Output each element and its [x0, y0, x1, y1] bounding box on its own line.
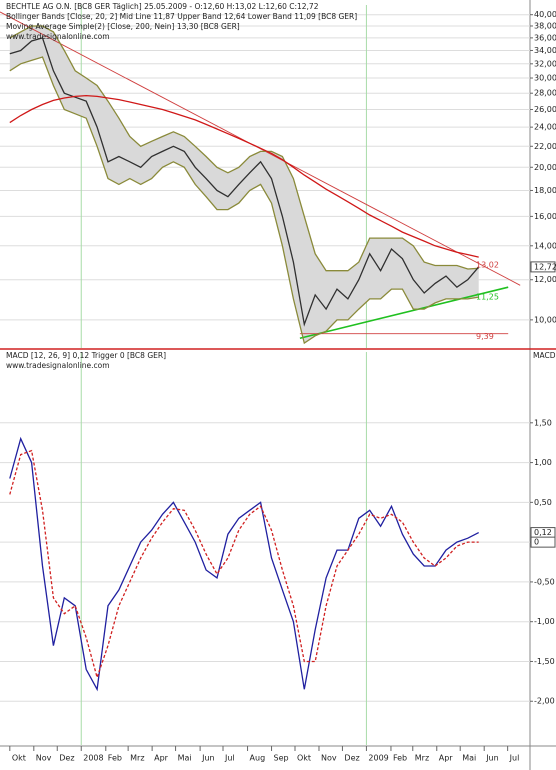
y-tick-label: 0,50 [534, 498, 552, 507]
y-tick-label: 1,50 [534, 418, 552, 427]
x-tick-label: Mai [178, 754, 192, 763]
x-tick-label: Aug [250, 754, 266, 763]
annotation: 13,02 [476, 260, 499, 269]
last-value-label: 0,12 [534, 528, 552, 537]
y-tick-label: 24,00 [534, 123, 556, 132]
last-value-label: 12,72 [534, 262, 556, 271]
x-tick-label: Jun [485, 754, 499, 763]
y-tick-label: 30,00 [534, 74, 556, 83]
y-tick-label: 18,00 [534, 186, 556, 195]
x-tick-label: Nov [321, 754, 337, 763]
trend-line [299, 286, 509, 339]
y-tick-label: -2,00 [534, 697, 555, 706]
macd-subtitle: www.tradesignalonline.com [6, 361, 110, 370]
y-tick-label: 26,00 [534, 105, 556, 114]
x-tick-label: Jul [224, 754, 235, 763]
x-tick-label: Dez [59, 754, 74, 763]
x-tick-label: Okt [12, 754, 26, 763]
annotation: 11,25 [476, 292, 499, 301]
price-subtitle: Moving Average Simple(2) [Close, 200, Ne… [6, 22, 240, 31]
series-line [9, 436, 479, 692]
y-tick-label: 22,00 [534, 142, 556, 151]
price-subtitle: www.tradesignalonline.com [6, 32, 110, 41]
y-tick-label: 16,00 [534, 212, 556, 221]
x-tick-label: Mrz [130, 754, 144, 763]
x-tick-label: Sep [274, 754, 289, 763]
series-line [9, 37, 480, 327]
macd-title: MACD [12, 26, 9] 0,12 Trigger 0 [BC8 GER… [6, 351, 166, 360]
y-tick-label: 32,00 [534, 59, 556, 68]
price-title: BECHTLE AG O.N. [BC8 GER Täglich] 25.05.… [6, 2, 319, 11]
x-tick-label: 2008 [83, 754, 103, 763]
x-tick-label: Jun [201, 754, 215, 763]
y-tick-label: 36,00 [534, 33, 556, 42]
y-tick-label: 1,00 [534, 458, 552, 467]
plot-layer: 10,00 12,00 14,00 16,00 18,00 20,00 22,00 24,00… [0, 5, 556, 763]
y-tick-label: 40,00 [534, 10, 556, 19]
x-tick-label: Feb [108, 754, 122, 763]
x-tick-label: Nov [36, 754, 52, 763]
series-line [9, 25, 479, 272]
x-tick-label: Apr [154, 754, 169, 763]
x-tick-label: 2009 [368, 754, 388, 763]
price-subtitle: Bollinger Bands [Close, 20, 2] Mid Line … [6, 12, 357, 21]
x-tick-label: Okt [297, 754, 311, 763]
x-tick-label: Feb [393, 754, 407, 763]
series-line [9, 449, 479, 680]
x-tick-label: Mrz [415, 754, 429, 763]
y-tick-label: 38,00 [534, 21, 556, 30]
y-tick-label: -1,50 [534, 657, 555, 666]
x-tick-label: Apr [439, 754, 454, 763]
macd-axis-label: MACD [533, 351, 556, 360]
x-tick-label: Jul [509, 754, 520, 763]
last-value-box [530, 261, 556, 273]
y-tick-label: 28,00 [534, 89, 556, 98]
x-tick-label: Mai [462, 754, 476, 763]
last-value-label: 0 [534, 538, 539, 547]
y-tick-label: 34,00 [534, 46, 556, 55]
last-value-box [530, 536, 556, 548]
annotation: 9,39 [476, 332, 494, 341]
y-tick-label: 20,00 [534, 163, 556, 172]
series-line [9, 94, 479, 258]
y-tick-label: 10,00 [534, 315, 556, 324]
band-fill [9, 26, 479, 344]
x-tick-label: Dez [344, 754, 359, 763]
y-tick-label: 12,00 [534, 275, 556, 284]
series-line [9, 56, 479, 345]
y-tick-label: -0,50 [534, 577, 555, 586]
y-tick-label: 14,00 [534, 241, 556, 250]
y-tick-label: -1,00 [534, 617, 555, 626]
